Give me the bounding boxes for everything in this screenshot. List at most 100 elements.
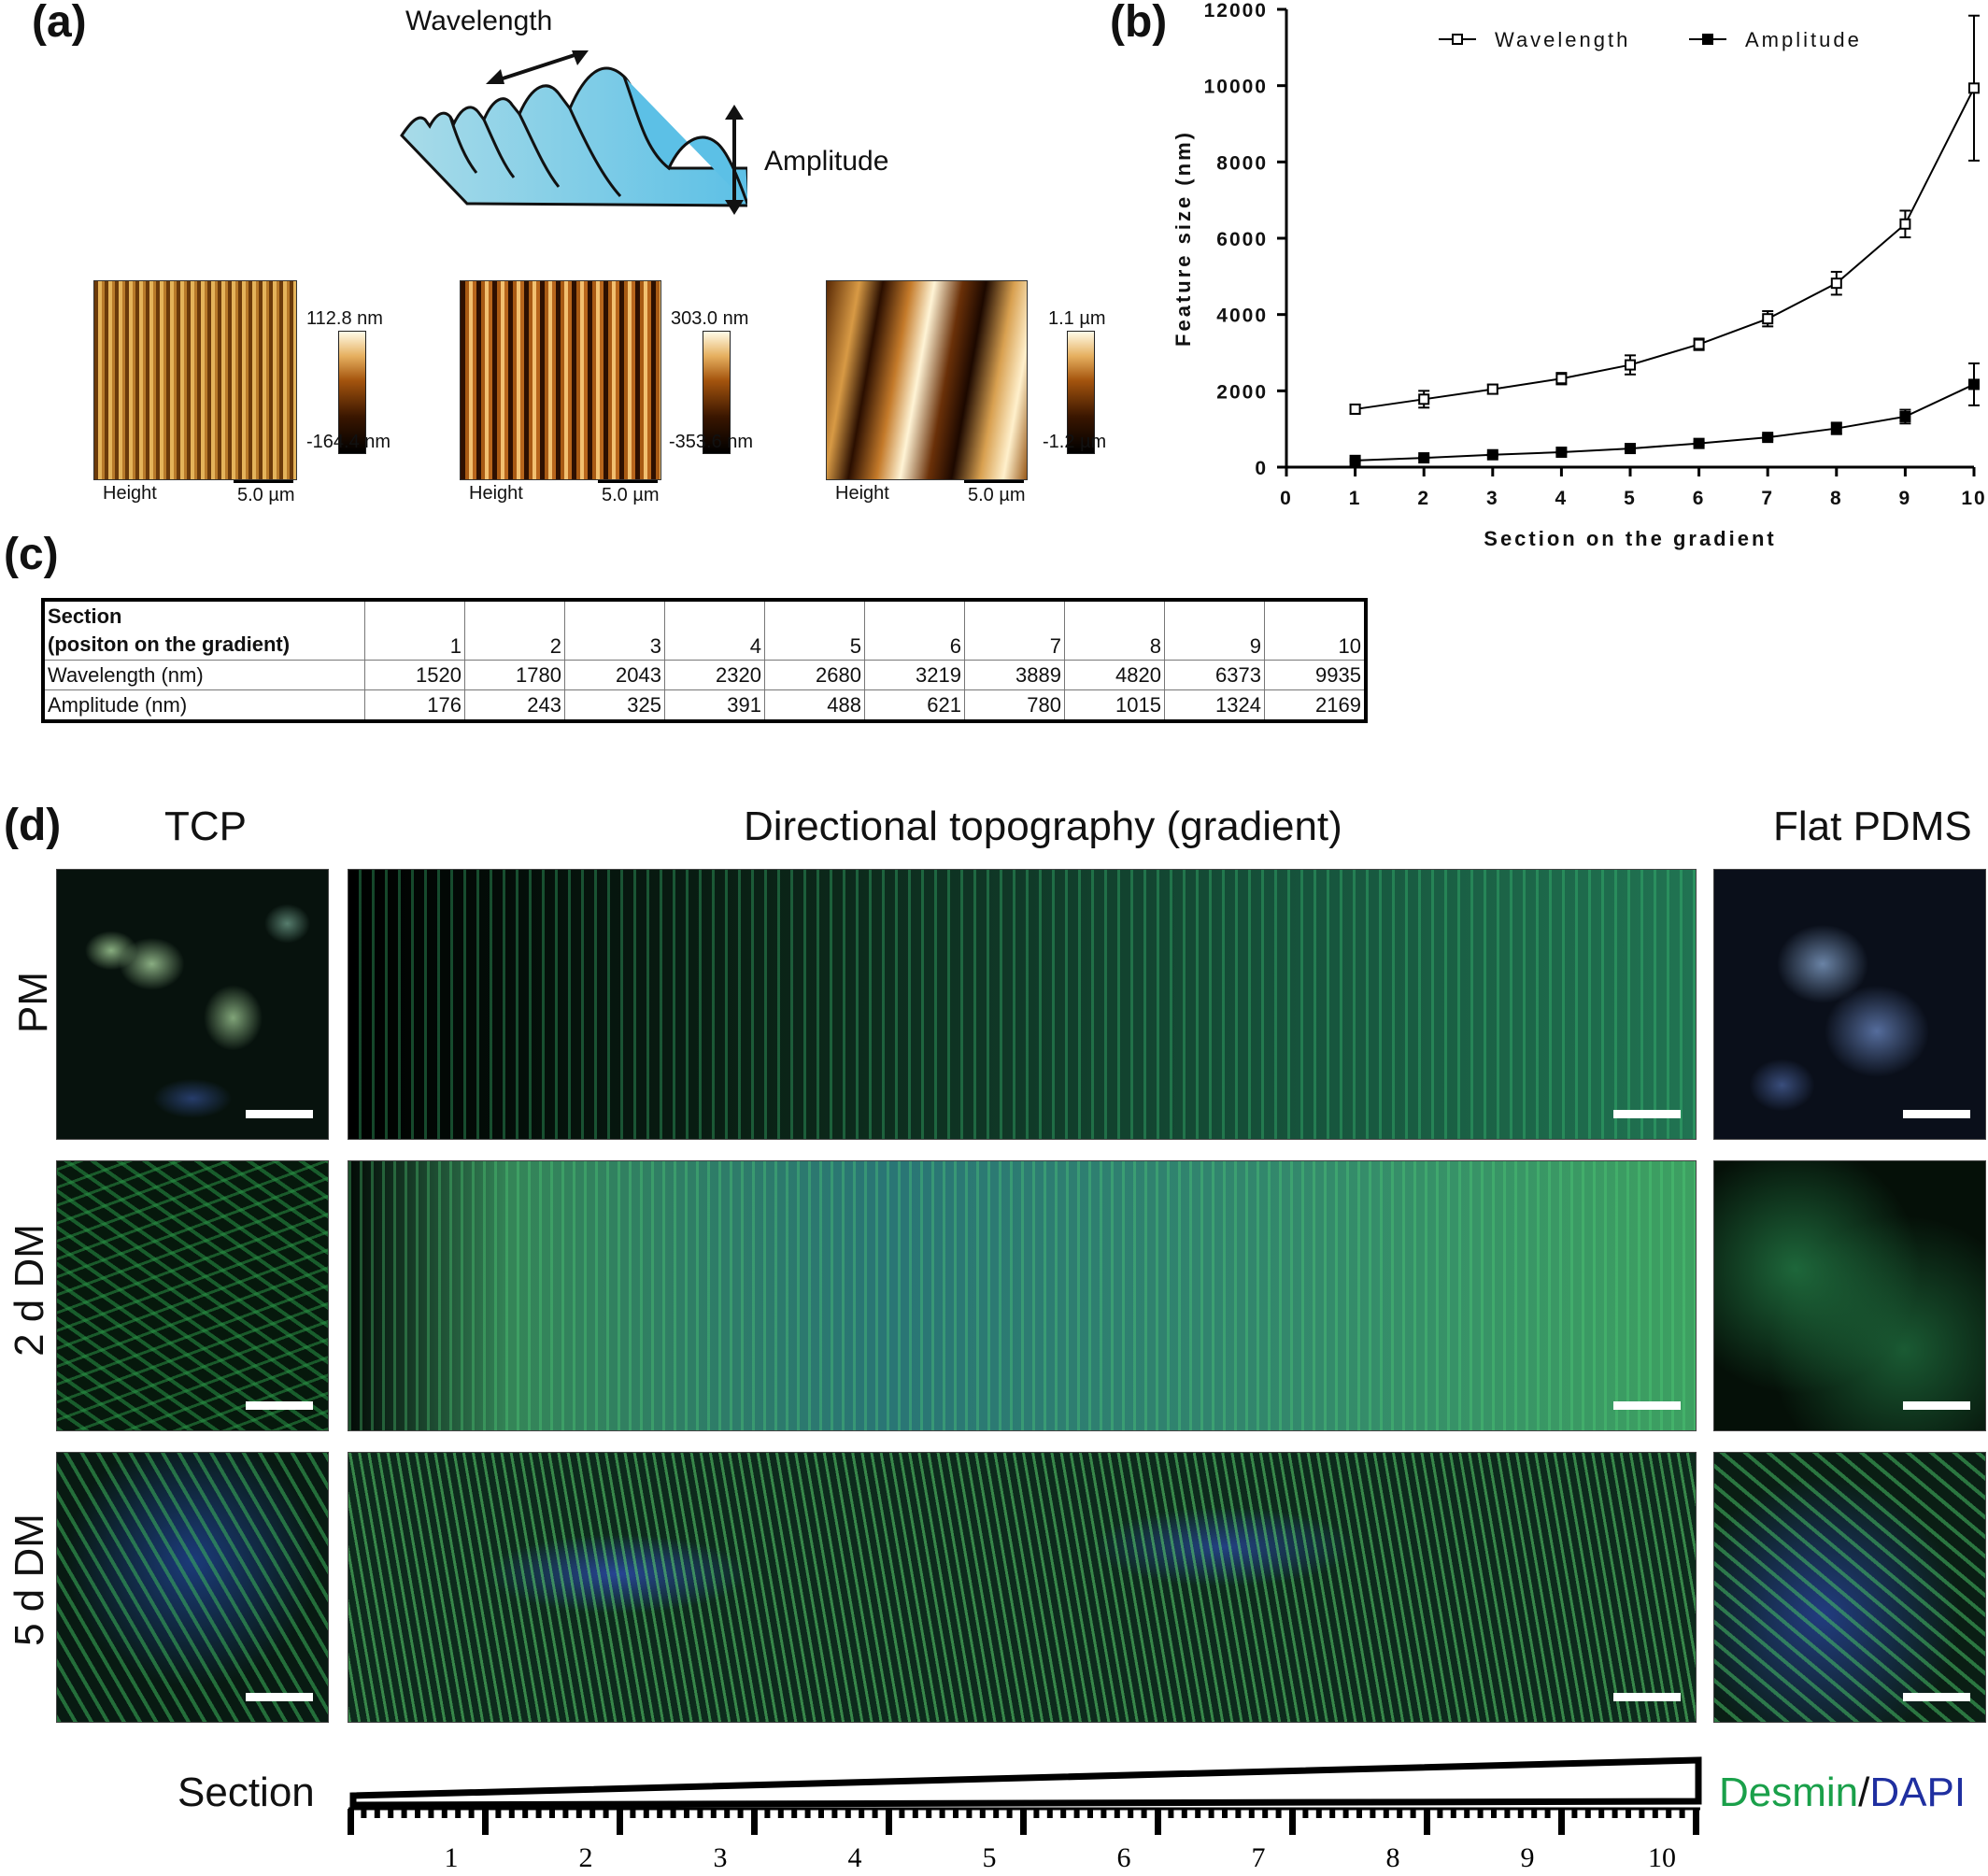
ruler-minor-tick [522,1809,529,1818]
table-cell: 1015 [1064,689,1165,722]
amplitude-arrow [725,105,744,215]
afm-1-caption: Height [103,483,157,504]
ruler-minor-tick [428,1809,434,1818]
x-tick-label: 3 [1486,488,1499,509]
ruler-minor-tick [589,1809,596,1818]
ruler-minor-tick [374,1809,380,1818]
ruler-minor-tick [1679,1809,1685,1818]
legend-marker [1452,34,1463,45]
table-col-6: 6 [864,599,965,661]
afm-3-scale-label: 5.0 µm [968,485,1026,505]
ruler-minor-tick [684,1809,689,1818]
afm-3-color-scale [1067,331,1095,454]
afm-3-scale-bar [964,480,1024,483]
ruler-minor-tick [455,1809,462,1818]
afm-2-caption: Height [469,483,523,504]
stain-legend: Desmin/DAPI [1719,1769,1966,1816]
feature-size-table: Section (positon on the gradient) 1 2 3 … [41,598,1368,723]
data-point-amplitude [1899,410,1911,422]
table-cell: 176 [364,689,465,722]
table-cell: 488 [764,689,865,722]
ruler-major-tick [1693,1809,1699,1835]
y-tick-label: 0 [1255,458,1268,479]
ruler-minor-tick [1356,1809,1362,1818]
ruler-major-tick [1558,1809,1565,1835]
afm-1-scale-bar [234,480,293,483]
ruler-minor-tick [1531,1809,1538,1818]
section-number-label: 3 [714,1842,728,1873]
gradient-wedge [349,1756,1702,1809]
ruler-minor-tick [1666,1809,1672,1818]
table-cell: 243 [464,689,565,722]
table-row-label: Amplitude (nm) [42,689,365,722]
ruler-minor-tick [1208,1809,1214,1818]
data-point-wavelength [1486,383,1498,395]
ruler-minor-tick [1477,1809,1484,1818]
ruler-minor-tick [1370,1809,1376,1818]
ruler-minor-tick [1450,1809,1456,1818]
feature-size-chart-svg: 0 2000 4000 6000 8000 10000 12000 0 1 2 3 4 5 6 7 8 9 10 S… [1172,0,1985,550]
ruler-minor-tick [643,1809,649,1818]
y-tick-label: 10000 [1204,77,1268,98]
panel-d-label: (d) [4,801,62,850]
afm-2-scale-label: 5.0 µm [602,485,660,505]
afm-2-color-scale [703,331,731,454]
ruler-minor-tick [1275,1809,1282,1818]
flat-pdms-column-title: Flat PDMS [1773,803,1972,849]
series-line-amplitude [1355,383,1975,462]
section-number-label: 1 [445,1842,459,1873]
ruler-minor-tick [388,1809,394,1818]
table-cell: 3889 [964,660,1065,690]
wavelength-arrow [486,50,589,84]
ruler-minor-tick [1598,1809,1605,1818]
table-cell: 1324 [1164,689,1265,722]
ruler-minor-tick [1612,1809,1618,1818]
stain-dapi: DAPI [1869,1769,1967,1815]
legend-entry-amplitude: Amplitude [1745,28,1862,51]
row-label-5d-dm: 5 d DM [7,1514,52,1646]
ruler-minor-tick [791,1809,798,1818]
table-header-cell: Section (positon on the gradient) [42,599,365,661]
ruler-minor-tick [1491,1809,1497,1818]
ruler-minor-tick [737,1809,744,1818]
stain-desmin: Desmin [1719,1769,1859,1815]
row-label-2d-dm: 2 d DM [7,1224,52,1357]
scale-bar [246,1110,313,1118]
data-point-wavelength [1555,373,1568,385]
section-label: Section [178,1769,315,1815]
afm-height-image-2 [460,280,661,480]
tcp-column-title: TCP [164,803,247,849]
x-tick-label: 6 [1693,488,1706,509]
ruler-minor-tick [1181,1809,1187,1818]
x-tick-label: 4 [1555,488,1569,509]
ruler-minor-tick [630,1809,636,1818]
ruler-major-tick [1289,1809,1296,1835]
scale-bar [246,1693,313,1701]
table-col-7: 7 [964,599,1065,661]
table-cell: 391 [664,689,765,722]
gradient-column-title: Directional topography (gradient) [744,803,1342,849]
y-tick-label: 8000 [1216,152,1268,174]
ruler-minor-tick [872,1809,878,1818]
table-header-line-1: Section [48,604,122,628]
ruler-minor-tick [361,1809,367,1818]
y-tick-label: 6000 [1216,229,1268,250]
ruler-minor-tick [495,1809,502,1818]
ruler-minor-tick [415,1809,420,1818]
afm-1-min-label: -164.4 nm [306,432,391,452]
table-cell: 9935 [1264,660,1367,690]
ruler-minor-tick [899,1809,905,1818]
ruler-minor-tick [1517,1809,1524,1818]
y-axis-title: Feature size (nm) [1172,130,1195,347]
wavy-surface-schematic [400,66,747,207]
ruler-minor-tick [1397,1809,1403,1818]
ruler-minor-tick [508,1809,515,1818]
micrograph-pm-gradient [348,869,1697,1140]
ruler-minor-tick [1302,1809,1309,1818]
table-cell: 325 [564,689,665,722]
ruler-minor-tick [1329,1809,1336,1818]
ruler-minor-tick [1262,1809,1269,1818]
table-row-amplitude: Amplitude (nm) 176 243 325 391 488 621 7… [42,689,1367,722]
ruler-minor-tick [1410,1809,1416,1818]
table-col-4: 4 [664,599,765,661]
